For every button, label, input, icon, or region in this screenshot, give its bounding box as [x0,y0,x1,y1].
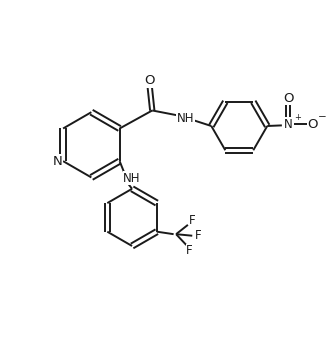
Text: F: F [195,229,201,242]
Text: NH: NH [123,172,141,185]
Text: +: + [294,113,300,122]
Text: N: N [52,155,62,168]
Text: O: O [283,92,293,105]
Text: O: O [308,118,318,131]
Text: NH: NH [177,112,194,125]
Text: F: F [186,244,193,257]
Text: O: O [145,74,155,87]
Text: −: − [318,112,327,122]
Text: N: N [284,118,293,131]
Text: F: F [189,214,196,227]
